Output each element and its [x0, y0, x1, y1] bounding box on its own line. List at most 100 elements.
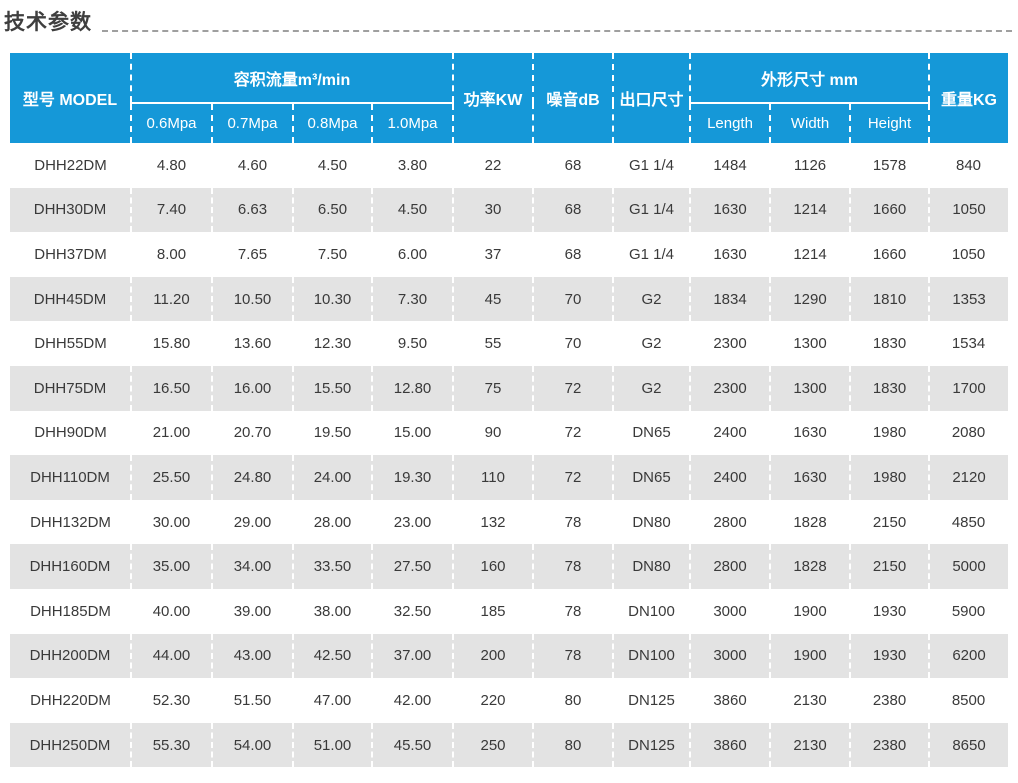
- value-cell: 2300: [690, 321, 771, 366]
- table-row: DHH37DM 8.00 7.65 7.50 6.00 37 68 G1 1/4 1630 121…: [10, 232, 1009, 277]
- table-row: DHH45DM 11.20 10.50 10.30 7.30 45 70 G2 1834 1290…: [10, 276, 1009, 322]
- value-cell: 1126: [770, 143, 851, 188]
- value-cell: 51.00: [292, 722, 372, 768]
- value-cell: 78: [532, 544, 614, 589]
- value-cell: 28.00: [293, 499, 372, 545]
- model-cell: DHH132DM: [10, 499, 131, 545]
- value-cell: 72: [533, 410, 614, 456]
- value-cell: 45.50: [370, 722, 454, 768]
- table-row: DHH250DM 55.30 54.00 51.00 45.50 250 80 DN125 38…: [10, 722, 1009, 768]
- value-cell: 4.50: [293, 143, 372, 188]
- page-title: 技术参数: [4, 11, 92, 34]
- value-cell: 3000: [690, 588, 771, 634]
- value-cell: 80: [532, 722, 614, 768]
- table-row: DHH55DM 15.80 13.60 12.30 9.50 55 70 G2 2300 1300…: [10, 321, 1009, 366]
- value-cell: 160: [452, 544, 534, 589]
- table-header: 型号 MODEL 容积流量m³/min 功率KW 噪音dB 出口尺寸 外形尺寸 …: [10, 53, 1009, 143]
- col-header-07mpa: 0.7Mpa: [211, 103, 293, 143]
- value-cell: 78: [532, 633, 614, 679]
- table-row: DHH200DM 44.00 43.00 42.50 37.00 200 78 DN100 30…: [10, 633, 1009, 679]
- value-cell: 44.00: [130, 633, 212, 679]
- value-cell: 68: [533, 143, 614, 188]
- value-cell: 23.00: [372, 499, 454, 545]
- value-cell: 2130: [770, 678, 851, 723]
- value-cell: 54.00: [211, 722, 293, 768]
- col-header-width: Width: [769, 103, 851, 143]
- value-cell: 5900: [929, 588, 1009, 634]
- value-cell: 2150: [850, 499, 930, 545]
- col-header-weight: 重量KG: [928, 53, 1009, 143]
- table-row: DHH110DM 25.50 24.80 24.00 19.30 110 72 DN65 240…: [10, 455, 1009, 500]
- value-cell: 250: [452, 722, 534, 768]
- header-row-sub: 0.6Mpa 0.7Mpa 0.8Mpa 1.0Mpa Length Width…: [10, 103, 1008, 143]
- value-cell: 70: [532, 276, 614, 322]
- value-cell: 35.00: [130, 544, 212, 589]
- col-group-flow: 容积流量m³/min: [129, 53, 454, 104]
- table-row: DHH75DM 16.50 16.00 15.50 12.80 75 72 G2 2300 130…: [10, 365, 1009, 411]
- value-cell: 7.65: [212, 232, 293, 277]
- model-cell: DHH110DM: [10, 455, 131, 500]
- value-cell: 45: [452, 276, 534, 322]
- value-cell: 132: [453, 499, 534, 545]
- dotted-rule: [102, 30, 1012, 32]
- col-header-10mpa: 1.0Mpa: [370, 103, 454, 143]
- value-cell: 8650: [928, 722, 1009, 768]
- value-cell: 9.50: [372, 321, 454, 366]
- col-header-height: Height: [849, 103, 930, 143]
- value-cell: 1810: [849, 276, 930, 322]
- col-header-length: Length: [689, 103, 771, 143]
- value-cell: 1353: [928, 276, 1009, 322]
- value-cell: 7.50: [293, 232, 372, 277]
- value-cell: 1828: [769, 544, 851, 589]
- value-cell: 47.00: [293, 678, 372, 723]
- table-row: DHH160DM 35.00 34.00 33.50 27.50 160 78 DN80 280…: [10, 544, 1009, 589]
- value-cell: 1930: [850, 588, 930, 634]
- value-cell: G2: [613, 321, 691, 366]
- value-cell: 6.00: [372, 232, 454, 277]
- value-cell: 24.80: [211, 455, 293, 500]
- value-cell: 32.50: [372, 588, 454, 634]
- value-cell: 185: [453, 588, 534, 634]
- value-cell: 6.50: [292, 187, 372, 233]
- value-cell: 68: [533, 232, 614, 277]
- value-cell: 2150: [849, 544, 930, 589]
- value-cell: 2130: [769, 722, 851, 768]
- model-cell: DHH90DM: [10, 410, 131, 456]
- value-cell: DN125: [613, 678, 691, 723]
- value-cell: 1484: [690, 143, 771, 188]
- value-cell: 1930: [849, 633, 930, 679]
- model-cell: DHH200DM: [10, 633, 131, 679]
- value-cell: G2: [612, 365, 691, 411]
- value-cell: 1214: [769, 187, 851, 233]
- col-header-noise: 噪音dB: [532, 53, 614, 143]
- model-cell: DHH220DM: [10, 678, 131, 723]
- value-cell: 1578: [850, 143, 930, 188]
- value-cell: 39.00: [212, 588, 293, 634]
- value-cell: 37: [453, 232, 534, 277]
- value-cell: 1660: [850, 232, 930, 277]
- value-cell: 8.00: [131, 232, 212, 277]
- value-cell: 2380: [850, 678, 930, 723]
- value-cell: 75: [452, 365, 534, 411]
- value-cell: DN100: [612, 633, 691, 679]
- section-header: 技术参数: [4, 10, 1012, 36]
- table-row: DHH30DM 7.40 6.63 6.50 4.50 30 68 G1 1/4 1630 121…: [10, 187, 1009, 233]
- value-cell: 1534: [929, 321, 1009, 366]
- value-cell: 55: [453, 321, 534, 366]
- value-cell: G1 1/4: [612, 187, 691, 233]
- value-cell: 43.00: [211, 633, 293, 679]
- model-cell: DHH55DM: [10, 321, 131, 366]
- value-cell: 52.30: [131, 678, 212, 723]
- value-cell: 1630: [770, 410, 851, 456]
- value-cell: DN125: [612, 722, 691, 768]
- value-cell: 4.60: [212, 143, 293, 188]
- value-cell: 42.50: [292, 633, 372, 679]
- value-cell: 40.00: [131, 588, 212, 634]
- value-cell: 1214: [770, 232, 851, 277]
- value-cell: 1660: [849, 187, 930, 233]
- value-cell: 220: [453, 678, 534, 723]
- value-cell: 6.63: [211, 187, 293, 233]
- value-cell: DN65: [612, 455, 691, 500]
- value-cell: 1980: [849, 455, 930, 500]
- value-cell: 11.20: [130, 276, 212, 322]
